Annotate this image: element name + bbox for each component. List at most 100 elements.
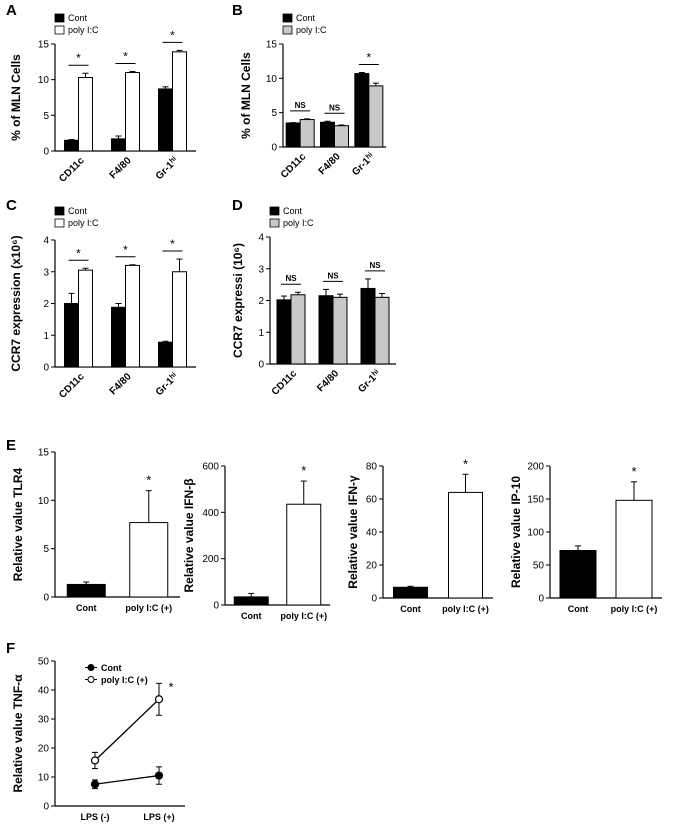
- panel-e1-y-label: Relative value TLR4: [11, 467, 25, 581]
- panel-f-legend-marker: [87, 664, 95, 671]
- panel-e4-y-tick-label: 0: [538, 594, 544, 605]
- panel-c-category-label: CD11c: [57, 371, 87, 401]
- panel-c-bar: [125, 264, 140, 368]
- panel-label-e: E: [6, 437, 17, 454]
- panel-c-y-tick-label: 4: [43, 236, 49, 247]
- panel-b-y-tick-label: 0: [271, 143, 277, 154]
- panel-c-category-label: Gr-1hi: [154, 371, 181, 398]
- panel-d-y-tick-label: 3: [258, 264, 264, 275]
- panel-b-category-label: F4/80: [317, 151, 343, 177]
- panel-f-y-label: Relative value TNF-α: [11, 674, 25, 793]
- panel-label-c: C: [6, 197, 17, 214]
- panel-e1-y-tick-label: 10: [38, 496, 50, 507]
- panel-f-sig-label: *: [168, 679, 173, 694]
- panel-d-bar: [360, 287, 376, 365]
- panel-c-y-tick-label: 2: [43, 299, 49, 310]
- panel-a-sig-label: *: [170, 28, 175, 42]
- panel-e1-bar: [129, 522, 169, 598]
- panel-b-sig-label: NS: [329, 103, 341, 112]
- panel-a-bar: [172, 51, 187, 152]
- panel-d-sig-label: NS: [327, 271, 339, 280]
- panel-f-point: [154, 771, 164, 780]
- panel-a-bar: [78, 77, 93, 152]
- panel-e2-sig-label: *: [301, 463, 306, 478]
- panel-f-category-label: LPS (+): [143, 812, 174, 822]
- panel-e3-y-tick-label: 60: [366, 495, 378, 506]
- panel-e3-y-tick-label: 0: [371, 594, 377, 605]
- panel-c-bar: [111, 306, 126, 368]
- panel-e1-category-label: Cont: [76, 603, 97, 613]
- panel-c-sig-label: *: [170, 237, 175, 251]
- panel-a-category-label: Gr-1hi: [154, 155, 181, 182]
- panel-b-legend-label: poly I:C: [296, 25, 327, 35]
- panel-b-category-label: CD11c: [279, 151, 309, 181]
- panel-b-bar: [368, 85, 384, 148]
- panel-e4-y-tick-label: 200: [527, 462, 544, 473]
- panel-label-a: A: [6, 2, 17, 19]
- panel-label-b: B: [232, 2, 243, 19]
- panel-d-y-tick-label: 4: [258, 233, 264, 244]
- panel-a-y-tick-label: 15: [38, 40, 50, 51]
- panel-e2-y-label: Relative value IFN-β: [182, 478, 196, 592]
- panel-d-bar: [318, 295, 334, 365]
- panel-b-legend-swatch: [282, 25, 293, 35]
- panel-f-legend-label: poly I:C (+): [101, 675, 148, 685]
- panel-a-sig-label: *: [123, 49, 128, 63]
- panel-b-bar: [320, 121, 335, 148]
- panel-c-legend-swatch: [54, 206, 65, 216]
- panel-e1-sig-label: *: [146, 473, 151, 488]
- panel-d-y-tick-label: 0: [258, 360, 264, 371]
- panel-f-legend-label: Cont: [101, 663, 122, 673]
- panel-e4-bar: [615, 499, 653, 599]
- panel-e3-y-tick-label: 80: [366, 462, 378, 473]
- panel-d-legend-label: Cont: [283, 206, 303, 216]
- panel-d-category-label: F4/80: [315, 368, 341, 394]
- panel-e2-category-label: Cont: [241, 611, 262, 621]
- panel-e2-category-label: poly I:C (+): [280, 611, 327, 621]
- panel-d-category-label: Gr-1hi: [356, 368, 383, 395]
- panel-f-y-tick-label: 20: [38, 744, 50, 755]
- panel-label-d: D: [232, 197, 243, 214]
- panel-a-sig-label: *: [76, 51, 81, 65]
- panel-b-bar: [354, 73, 370, 148]
- panel-c-y-label: CCR7 expression (x10⁶): [9, 235, 23, 371]
- panel-f-legend-marker: [87, 676, 95, 683]
- panel-f-series-line: [94, 774, 160, 785]
- panel-b-y-tick-label: 10: [266, 74, 278, 85]
- panel-c-bar: [172, 271, 187, 368]
- panel-f-point: [90, 756, 100, 765]
- panel-d-y-label: CCR7 expressi (10⁶): [231, 243, 245, 358]
- panel-b-bar: [334, 125, 349, 148]
- panel-b-legend-swatch: [282, 13, 293, 23]
- panel-f-category-label: LPS (-): [81, 812, 110, 822]
- panel-d-y-tick-label: 2: [258, 296, 264, 307]
- panel-f-y-tick-label: 50: [38, 657, 50, 668]
- panel-a-bar: [125, 72, 140, 152]
- panel-b-legend-label: Cont: [296, 13, 316, 23]
- panel-f-y-tick-label: 30: [38, 715, 50, 726]
- panel-label-f: F: [6, 640, 16, 657]
- panel-e3-y-label: Relative value IFN-γ: [346, 475, 360, 589]
- panel-e1-bar: [66, 583, 106, 598]
- panel-b-bar: [285, 122, 301, 148]
- panel-e1-category-label: poly I:C (+): [125, 603, 172, 613]
- panel-f-y-tick-label: 10: [38, 773, 50, 784]
- panel-b-category-label: Gr-1hi: [350, 151, 377, 178]
- panel-c-bar: [78, 269, 93, 368]
- panel-f-point: [154, 695, 164, 704]
- panel-e3-sig-label: *: [463, 456, 468, 471]
- panel-e3-y-tick-label: 40: [366, 528, 378, 539]
- panel-e3-bar: [393, 586, 428, 599]
- panel-e3-category-label: poly I:C (+): [442, 604, 489, 614]
- panel-c-y-tick-label: 3: [43, 267, 49, 278]
- panel-c-sig-label: *: [123, 243, 128, 257]
- panel-f-y-tick-label: 40: [38, 686, 50, 697]
- panel-b-y-label: % of MLN Cells: [239, 52, 253, 139]
- panel-b-sig-label: NS: [295, 101, 307, 110]
- panel-c-sig-label: *: [76, 246, 81, 260]
- panel-e2-y-tick-label: 600: [202, 462, 219, 473]
- panel-c-category-label: F4/80: [108, 371, 134, 397]
- panel-a-legend-label: Cont: [68, 13, 88, 23]
- panel-a-y-tick-label: 5: [43, 111, 49, 122]
